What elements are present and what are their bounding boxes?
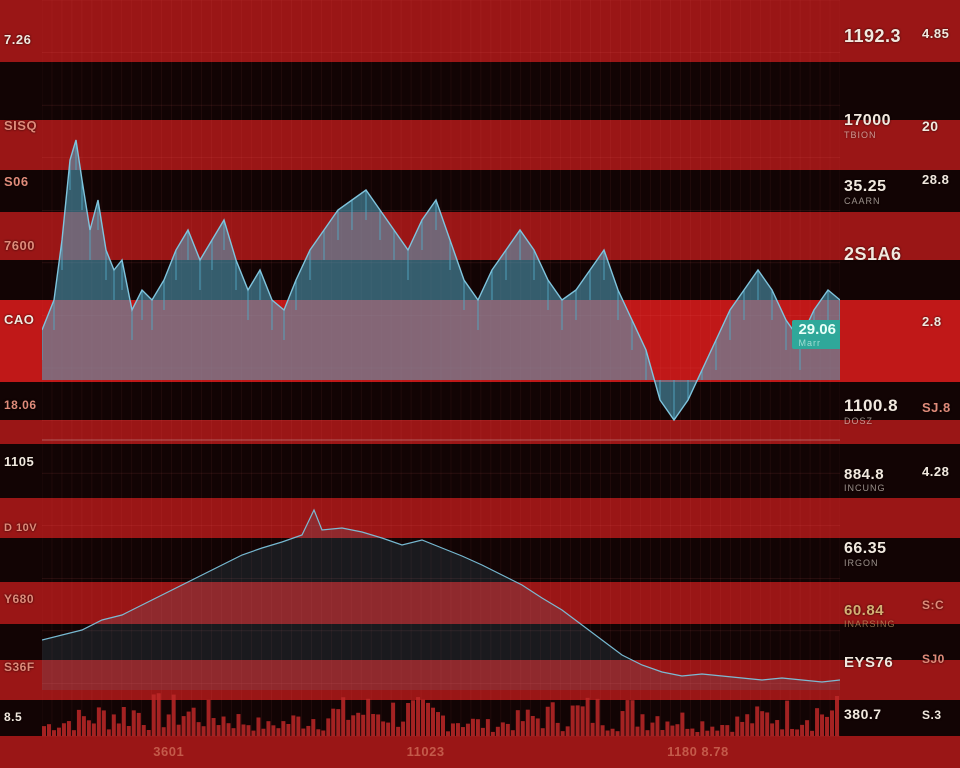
axis-label: Y680: [0, 592, 46, 606]
chart-svg: [42, 0, 840, 768]
current-price-tag: 29.06 Marr: [792, 320, 842, 349]
chart-area[interactable]: 29.06 Marr: [42, 0, 840, 768]
axis-label: 380.7: [840, 706, 922, 722]
x-axis: 3601 11023 1180 8.78: [42, 740, 840, 762]
axis-label: S36F: [0, 660, 46, 674]
axis-label: 884.8INCUNG: [840, 466, 922, 493]
axis-label: 1105: [0, 454, 46, 469]
x-tick: 3601: [153, 744, 184, 759]
axis-label: 66.35IRGON: [840, 540, 922, 568]
axis-label: CAO: [0, 312, 46, 327]
axis-label: EYS76: [840, 654, 922, 671]
far-right-strip: 4.85 20 28.8 2.8 SJ.8 4.28 S:C SJ0 S.3: [918, 0, 960, 768]
price-tag-value: 29.06: [798, 321, 836, 338]
price-tag-sub: Marr: [798, 338, 836, 348]
x-tick: 1180 8.78: [667, 744, 729, 759]
left-axis-strip: 7.26SISQS067600CAO18.061105D 10VY680S36F…: [0, 0, 42, 768]
axis-label: S:C: [918, 598, 960, 612]
axis-label: 7600: [0, 238, 46, 253]
axis-label: S06: [0, 174, 46, 189]
axis-label: SJ0: [918, 652, 960, 666]
axis-label: 4.28: [918, 464, 960, 479]
axis-label: SJ.8: [918, 400, 960, 415]
axis-label: 2.8: [918, 314, 960, 329]
axis-label: 1192.3: [840, 26, 922, 47]
axis-label: 2S1A6: [840, 244, 922, 265]
axis-label: 60.84INARSING: [840, 602, 922, 629]
trading-chart-screen: 29.06 Marr 7.26SISQS067600CAO18.061105D …: [0, 0, 960, 768]
right-price-strip: 1192.317000TBION35.25CAARN2S1A61100.8DOS…: [840, 0, 918, 768]
axis-label: 28.8: [918, 172, 960, 187]
axis-label: 8.5: [0, 710, 46, 724]
axis-label: 20: [918, 118, 960, 134]
axis-label: 18.06: [0, 398, 46, 412]
x-tick: 11023: [407, 744, 445, 759]
axis-label: SISQ: [0, 118, 46, 133]
axis-label: D 10V: [0, 522, 46, 534]
axis-label: S.3: [918, 708, 960, 722]
axis-label: 35.25CAARN: [840, 178, 922, 206]
axis-label: 4.85: [918, 26, 960, 41]
axis-label: 7.26: [0, 32, 46, 47]
axis-label: 17000TBION: [840, 112, 922, 140]
axis-label: 1100.8DOSZ: [840, 396, 922, 426]
